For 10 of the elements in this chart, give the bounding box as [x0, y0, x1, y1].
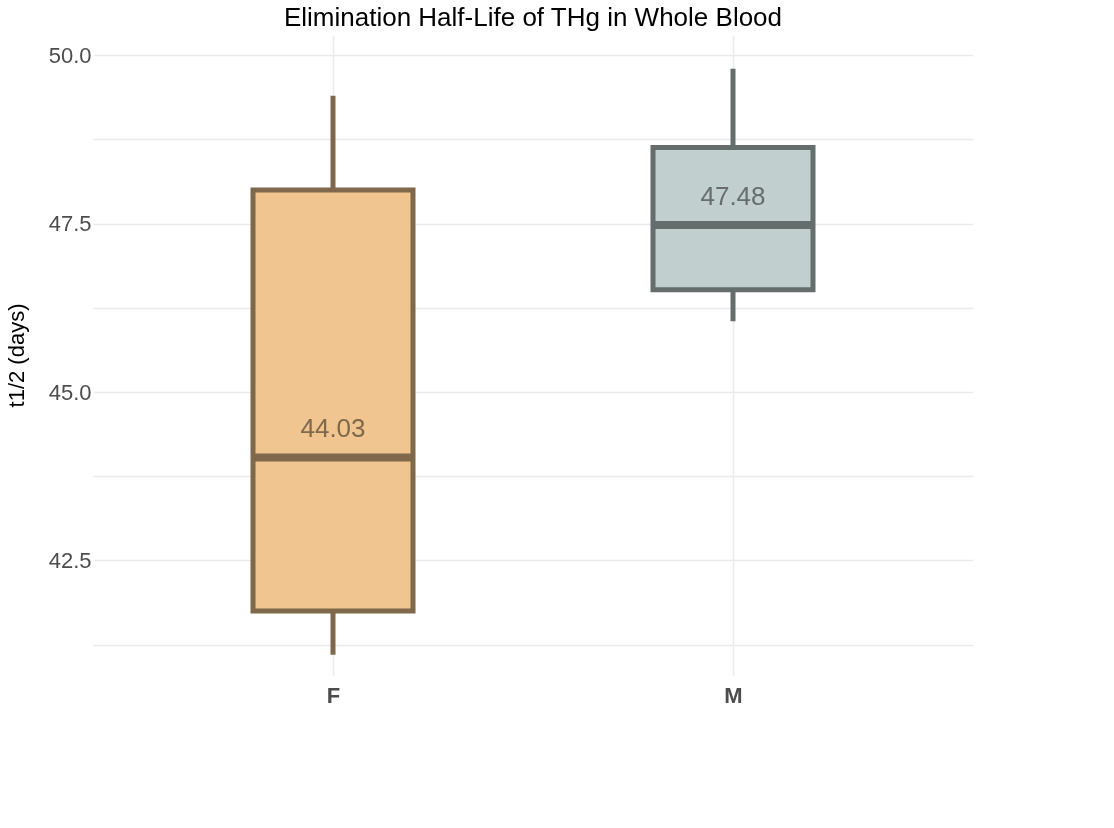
x-tick-label: M: [724, 682, 743, 708]
text: 47.48: [700, 180, 766, 211]
chart-title: Elimination Half-Life of THg in Whole Blood: [283, 2, 783, 32]
y-tick-label: 47.5: [48, 211, 92, 237]
y-tick-label: 50.0: [48, 42, 92, 68]
y-tick-label: 42.5: [48, 547, 92, 573]
y-tick-label: 45.0: [48, 379, 92, 405]
x-tick-label: F: [326, 682, 341, 708]
text: 44.03: [300, 413, 366, 444]
y-axis-title: t1/2 (days): [3, 303, 29, 408]
